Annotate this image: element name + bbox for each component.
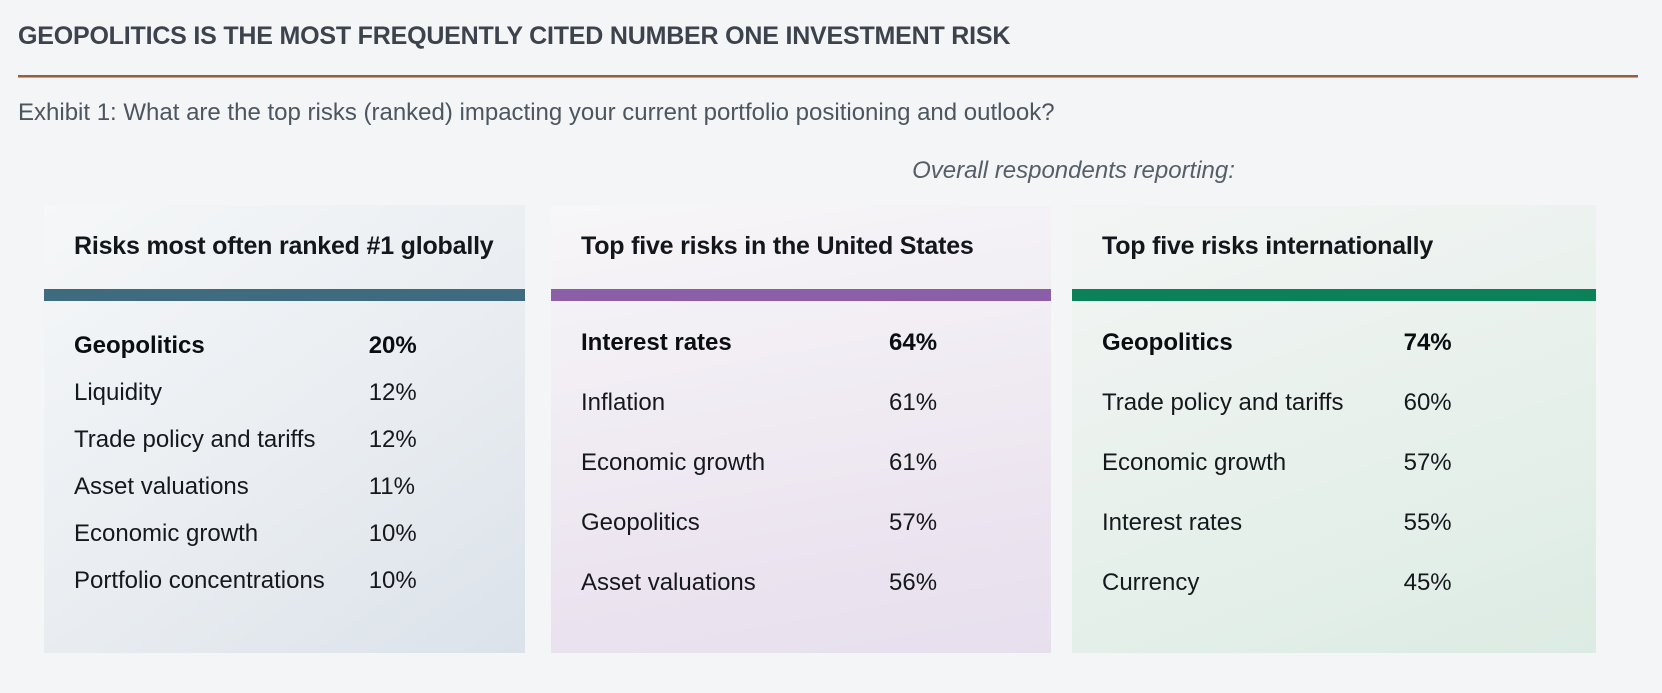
risk-label: Interest rates	[1102, 509, 1243, 536]
page-title: GEOPOLITICS IS THE MOST FREQUENTLY CITED…	[18, 22, 1011, 50]
risk-label: Economic growth	[1102, 449, 1287, 476]
risk-value: 12%	[368, 378, 417, 406]
risk-label: Interest rates	[581, 329, 732, 356]
table-row: Economic growth 61%	[581, 433, 1021, 493]
risk-value: 61%	[889, 389, 938, 416]
table-row: Interest rates 64%	[581, 313, 1021, 373]
table-row: Currency 45%	[1102, 553, 1566, 613]
risk-label: Geopolitics	[1102, 329, 1233, 356]
risk-value: 45%	[1403, 569, 1452, 596]
table-row: Geopolitics 57%	[581, 493, 1021, 553]
panel-united-states: Top five risks in the United States Inte…	[551, 205, 1051, 653]
risk-label: Liquidity	[74, 378, 163, 406]
panel-global-accent-bar	[44, 289, 525, 301]
risk-value: 10%	[368, 566, 417, 594]
risk-label: Geopolitics	[581, 509, 700, 536]
risk-value: 74%	[1403, 329, 1452, 356]
panel-international-accent-bar	[1072, 289, 1596, 301]
table-row: Liquidity 12%	[74, 369, 495, 416]
risk-value: 56%	[889, 569, 938, 596]
risk-label: Portfolio concentrations	[74, 566, 325, 594]
risk-value: 11%	[368, 472, 415, 500]
risk-value: 61%	[889, 449, 938, 476]
panel-global-title: Risks most often ranked #1 globally	[74, 232, 494, 260]
risk-value: 10%	[368, 519, 417, 547]
risk-value: 20%	[368, 331, 417, 359]
table-row: Economic growth 57%	[1102, 433, 1566, 493]
title-divider	[18, 75, 1638, 78]
table-row: Geopolitics 20%	[74, 322, 495, 369]
risk-label: Economic growth	[74, 519, 259, 547]
table-row: Interest rates 55%	[1102, 493, 1566, 553]
risk-label: Trade policy and tariffs	[1102, 389, 1344, 416]
risk-label: Economic growth	[581, 449, 766, 476]
risk-value: 57%	[1403, 449, 1452, 476]
risk-label: Currency	[1102, 569, 1200, 596]
panel-international: Top five risks internationally Geopoliti…	[1072, 205, 1596, 653]
table-row: Portfolio concentrations 10%	[74, 557, 495, 604]
panel-global-table: Geopolitics 20% Liquidity 12% Trade policy a…	[44, 301, 525, 604]
table-row: Asset valuations 11%	[74, 463, 495, 510]
panel-united-states-table: Interest rates 64% Inflation 61% Economic gr…	[551, 301, 1051, 613]
risk-value: 57%	[889, 509, 938, 536]
table-row: Asset valuations 56%	[581, 553, 1021, 613]
panel-international-table: Geopolitics 74% Trade policy and tariffs 60…	[1072, 301, 1596, 613]
panel-global: Risks most often ranked #1 globally Geop…	[44, 205, 525, 653]
table-row: Trade policy and tariffs 12%	[74, 416, 495, 463]
risk-label: Asset valuations	[74, 472, 249, 500]
risk-value: 60%	[1403, 389, 1452, 416]
risk-value: 55%	[1403, 509, 1452, 536]
panels-row: Risks most often ranked #1 globally Geop…	[44, 205, 1596, 653]
table-row: Economic growth 10%	[74, 510, 495, 557]
respondents-note: Overall respondents reporting:	[912, 157, 1235, 184]
risk-label: Asset valuations	[581, 569, 756, 596]
panel-united-states-accent-bar	[551, 289, 1051, 301]
panel-united-states-title: Top five risks in the United States	[581, 232, 974, 260]
risk-label: Geopolitics	[74, 331, 205, 359]
risk-label: Trade policy and tariffs	[74, 425, 316, 453]
table-row: Inflation 61%	[581, 373, 1021, 433]
risk-value: 12%	[368, 425, 417, 453]
exhibit-caption: Exhibit 1: What are the top risks (ranke…	[18, 99, 1055, 126]
table-row: Trade policy and tariffs 60%	[1102, 373, 1566, 433]
table-row: Geopolitics 74%	[1102, 313, 1566, 373]
risk-label: Inflation	[581, 389, 666, 416]
panel-international-title: Top five risks internationally	[1102, 232, 1434, 260]
risk-value: 64%	[889, 329, 938, 356]
